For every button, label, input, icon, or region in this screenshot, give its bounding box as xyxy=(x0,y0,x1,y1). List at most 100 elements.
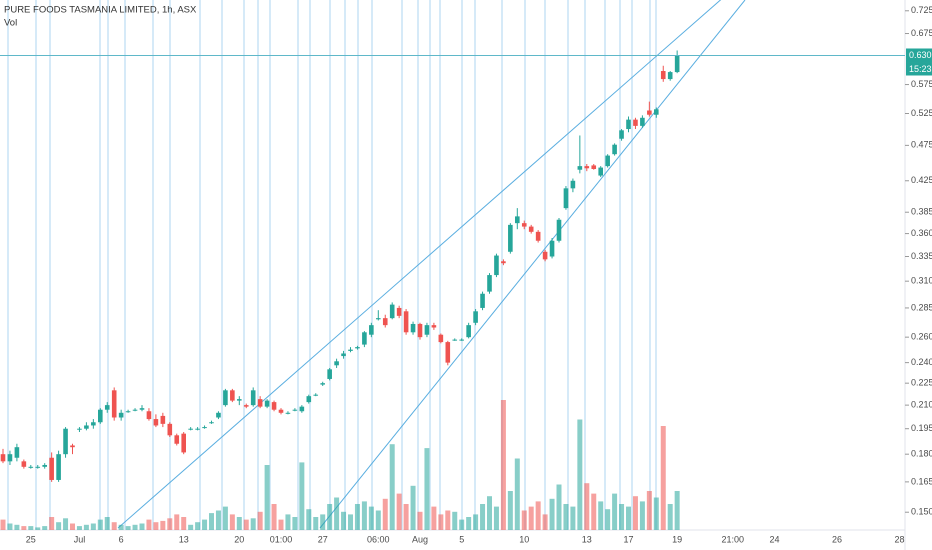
candle-body xyxy=(132,409,138,411)
candle-body xyxy=(146,411,152,420)
volume-bar xyxy=(83,524,89,530)
trend-line-lower xyxy=(319,0,746,529)
volume-bar xyxy=(188,524,194,530)
volume-bar xyxy=(563,504,569,530)
volume-bar xyxy=(167,518,173,530)
last-price-label: 0.630 xyxy=(909,50,932,60)
volume-bar xyxy=(160,520,166,530)
y-tick-label: 0.575 xyxy=(911,79,932,89)
candle-body xyxy=(612,144,617,155)
volume-bar xyxy=(90,523,96,530)
volume-bar xyxy=(487,496,492,530)
candle-body xyxy=(535,231,541,241)
candle-body xyxy=(111,390,117,418)
candle-body xyxy=(264,400,270,407)
volume-bar xyxy=(348,514,353,530)
volume-bar xyxy=(153,522,159,530)
y-tick-label: 0.725 xyxy=(911,5,932,15)
candle-body xyxy=(250,390,256,406)
candle-body xyxy=(195,428,200,430)
x-tick-label: 01:00 xyxy=(270,534,293,544)
volume-bar xyxy=(285,514,291,530)
candle-body xyxy=(591,165,597,170)
candle-body xyxy=(84,425,89,429)
candle-body xyxy=(91,422,96,426)
candle-body xyxy=(139,408,145,410)
candle-body xyxy=(619,130,624,139)
y-tick-label: 0.360 xyxy=(911,228,932,238)
y-tick-label: 0.675 xyxy=(911,28,932,38)
candle-body xyxy=(299,406,305,412)
x-tick-label: 28 xyxy=(895,534,905,544)
volume-bar xyxy=(639,501,645,530)
volume-bar xyxy=(118,524,124,530)
y-tick-label: 0.260 xyxy=(911,332,932,342)
volume-bar xyxy=(174,514,180,530)
trend-line-upper xyxy=(117,0,722,529)
candle-body xyxy=(570,180,576,189)
volume-bar xyxy=(584,483,590,530)
volume-bar xyxy=(493,506,499,530)
candle-body xyxy=(466,325,471,338)
volume-bar xyxy=(535,501,541,530)
volume-bar xyxy=(542,514,548,530)
x-tick-label: 19 xyxy=(672,534,682,544)
volume-bar xyxy=(306,509,312,530)
y-tick-label: 0.310 xyxy=(911,276,932,286)
volume-bar xyxy=(660,426,666,530)
candle-body xyxy=(549,240,555,257)
volume-bar xyxy=(473,514,479,530)
volume-bar xyxy=(514,458,520,530)
candle-body xyxy=(584,166,590,169)
candle-body xyxy=(369,325,374,335)
volume-bar xyxy=(500,400,506,530)
x-tick-label: 27 xyxy=(318,534,328,544)
candle-body xyxy=(640,117,645,126)
candle-body xyxy=(417,323,423,338)
volume-bar xyxy=(271,504,277,530)
candle-body xyxy=(654,109,659,115)
candle-body xyxy=(459,339,464,341)
candle-body xyxy=(257,399,263,407)
y-tick-label: 0.150 xyxy=(911,507,932,517)
candle-body xyxy=(452,339,458,341)
volume-bar xyxy=(28,526,34,530)
candle-body xyxy=(487,275,492,292)
volume-bar xyxy=(667,504,673,530)
volume-bar xyxy=(250,518,256,530)
volume-bar xyxy=(209,513,214,530)
volume-bar xyxy=(70,523,75,530)
y-tick-label: 0.210 xyxy=(911,400,932,410)
x-tick-label: 5 xyxy=(459,534,464,544)
volume-bar xyxy=(528,506,534,530)
candle-body xyxy=(223,390,228,406)
candle-body xyxy=(70,445,75,448)
volume-bar xyxy=(146,519,152,530)
candle-body xyxy=(376,318,381,320)
candle-body xyxy=(515,216,520,224)
candle-body xyxy=(528,226,534,232)
volume-bar xyxy=(549,498,555,530)
x-tick-label: 13 xyxy=(582,534,592,544)
volume-bar xyxy=(257,511,263,530)
candle-body xyxy=(313,394,319,396)
candle-body xyxy=(306,396,312,403)
volume-bar xyxy=(466,517,472,530)
candle-body xyxy=(181,433,186,453)
candle-body xyxy=(209,422,214,424)
candle-body xyxy=(167,423,173,436)
x-tick-label: 17 xyxy=(623,534,633,544)
volume-bar xyxy=(278,519,284,530)
volume-bar xyxy=(97,519,103,530)
volume-bar xyxy=(452,511,458,530)
y-tick-label: 0.165 xyxy=(911,476,932,486)
y-tick-label: 0.425 xyxy=(911,175,932,185)
volume-bar xyxy=(431,506,437,530)
candle-body xyxy=(445,342,451,363)
volume-bar xyxy=(49,517,55,530)
volume-bar xyxy=(264,465,270,530)
volume-bar xyxy=(626,506,631,530)
candle-body xyxy=(598,167,603,176)
x-tick-label: Jul xyxy=(74,534,86,544)
